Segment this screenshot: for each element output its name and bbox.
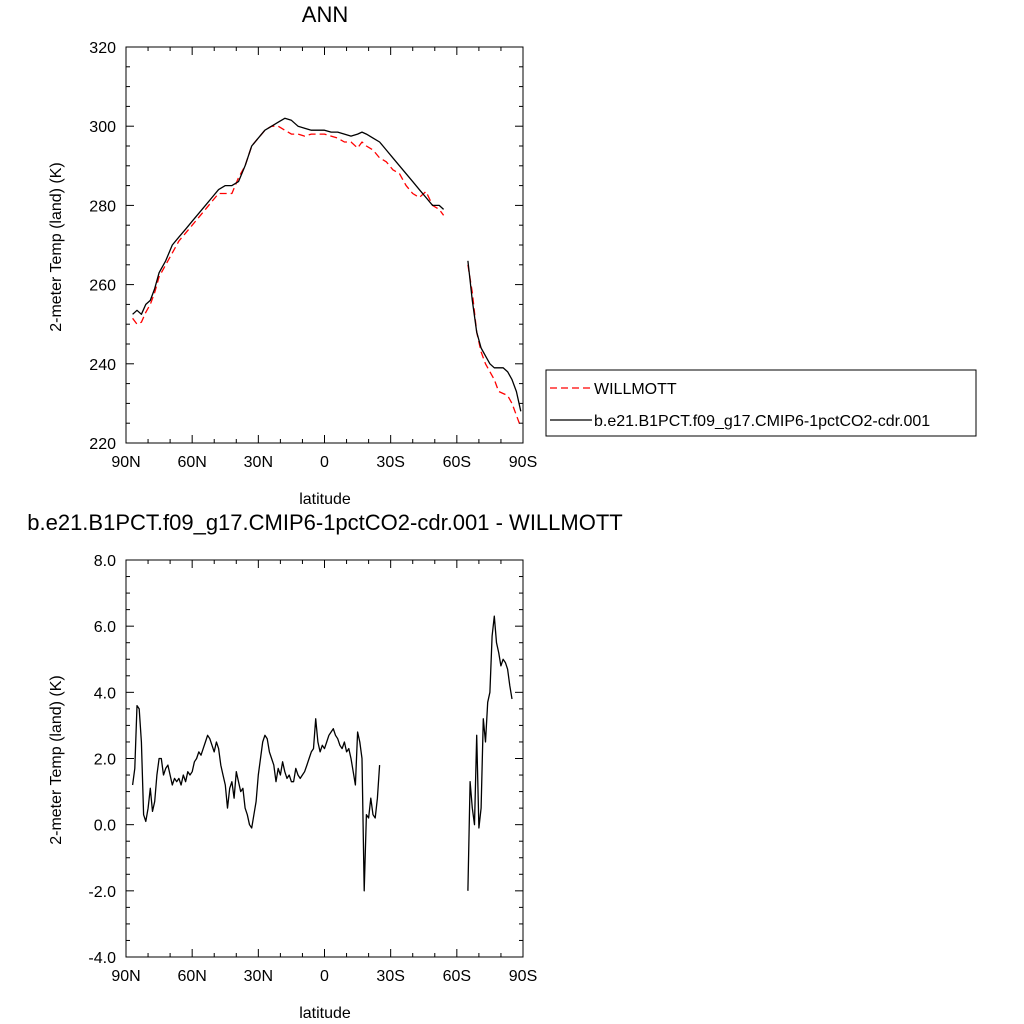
series-line-0-seg-1 <box>467 615 513 891</box>
series-line-0-seg-0 <box>131 704 381 892</box>
x-tick-label: 30S <box>376 968 404 985</box>
x-tick-label: 60S <box>443 968 471 985</box>
bottom-plot-area: 90N 60N 30N 0 30S 60S 90S -4.0 -2.0 0.0 2.0 4.0 6.0 8… <box>88 553 537 985</box>
bottom-panel: b.e21.B1PCT.f09_g17.CMIP6-1pctCO2-cdr.00… <box>27 510 622 1022</box>
x-tick-label: 30N <box>244 968 273 985</box>
y-tick-label: 6.0 <box>94 619 116 636</box>
legend-box <box>545 369 977 437</box>
y-tick-label: 220 <box>89 436 116 453</box>
x-tick-label: 90S <box>509 968 537 985</box>
x-tick-label: 0 <box>320 968 329 985</box>
series-line-0-seg-1 <box>467 264 522 428</box>
series-line-1-seg-1 <box>467 260 522 412</box>
top-chart-title: ANN <box>302 2 348 27</box>
y-tick-label: 240 <box>89 357 116 374</box>
y-tick-label: 8.0 <box>94 553 116 570</box>
y-tick-label: 0.0 <box>94 818 116 835</box>
y-tick-label: 280 <box>89 198 116 215</box>
x-tick-label: 30S <box>376 454 404 471</box>
series-line-0-seg-0 <box>132 125 445 325</box>
top-panel: ANN 90N 60N 30N 0 30S 60S 90S 220 240 260 280 300 32… <box>48 2 977 508</box>
bottom-x-axis-label: latitude <box>299 1005 351 1022</box>
y-tick-label: 300 <box>89 119 116 136</box>
y-tick-label: -2.0 <box>88 884 116 901</box>
legend-label-willmott: WILLMOTT <box>594 381 677 398</box>
top-plot-area: 90N 60N 30N 0 30S 60S 90S 220 240 260 280 300 320 <box>89 40 537 471</box>
x-tick-label: 60S <box>443 454 471 471</box>
top-y-axis-label: 2-meter Temp (land) (K) <box>48 162 65 332</box>
top-x-axis-label: latitude <box>299 491 351 508</box>
x-tick-label: 90S <box>509 454 537 471</box>
plot-frame <box>125 559 524 958</box>
y-tick-label: 2.0 <box>94 752 116 769</box>
y-tick-label: 320 <box>89 40 116 57</box>
legend-label-model: b.e21.B1PCT.f09_g17.CMIP6-1pctCO2-cdr.00… <box>594 413 930 430</box>
series-line-1-seg-0 <box>132 117 445 315</box>
x-tick-label: 90N <box>111 968 140 985</box>
y-tick-label: 4.0 <box>94 685 116 702</box>
x-tick-label: 60N <box>177 968 206 985</box>
x-tick-label: 60N <box>177 454 206 471</box>
bottom-chart-title: b.e21.B1PCT.f09_g17.CMIP6-1pctCO2-cdr.00… <box>27 510 622 535</box>
x-tick-label: 30N <box>244 454 273 471</box>
x-tick-label: 90N <box>111 454 140 471</box>
bottom-y-axis-label: 2-meter Temp (land) (K) <box>48 675 65 845</box>
x-tick-label: 0 <box>320 454 329 471</box>
y-tick-label: 260 <box>89 278 116 295</box>
plot-frame <box>125 46 524 444</box>
legend: WILLMOTT b.e21.B1PCT.f09_g17.CMIP6-1pctC… <box>545 369 977 437</box>
y-tick-label: -4.0 <box>88 950 116 967</box>
